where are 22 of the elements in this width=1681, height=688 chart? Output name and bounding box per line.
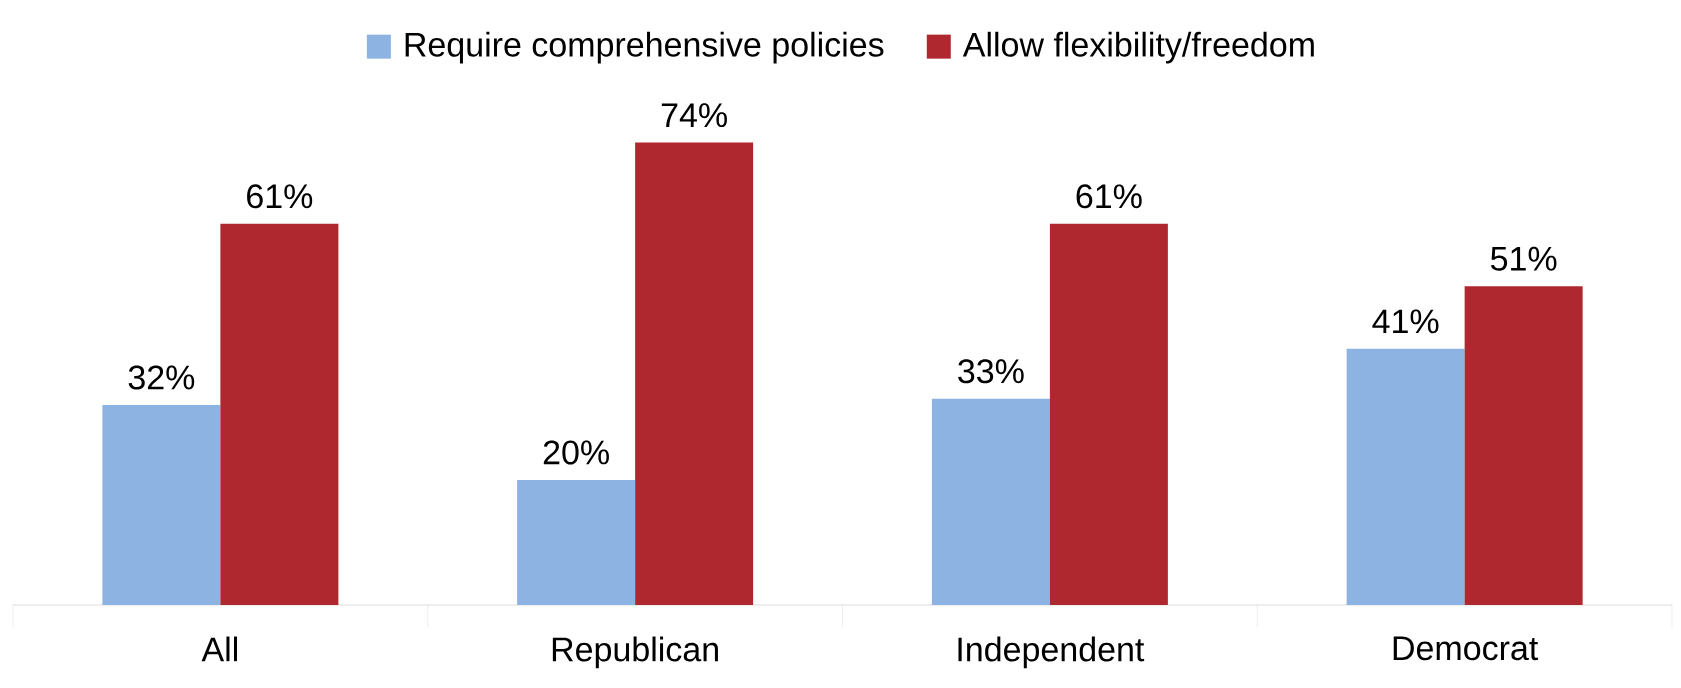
- legend-label: Allow flexibility/freedom: [962, 31, 1314, 64]
- bar: [1464, 286, 1583, 605]
- data-label: 33%: [958, 359, 1024, 384]
- legend-label: Require comprehensive policies: [405, 31, 884, 64]
- data-label: 51%: [1490, 246, 1557, 271]
- bar: [102, 405, 221, 605]
- data-label: 41%: [1372, 309, 1439, 334]
- x-tick-label: Independent: [958, 636, 1145, 669]
- bar: [517, 480, 636, 605]
- bar: [635, 142, 754, 605]
- x-tick-label: Republican: [552, 636, 718, 669]
- x-tick-label: All: [201, 636, 237, 662]
- data-label: 61%: [247, 184, 313, 209]
- x-tick-label: Democrat: [1393, 636, 1539, 661]
- data-label: 61%: [1076, 184, 1142, 209]
- bar: [931, 398, 1050, 605]
- data-label: 32%: [128, 365, 195, 390]
- data-label: 74%: [661, 103, 727, 128]
- bar: [220, 223, 339, 605]
- bar: [1049, 223, 1168, 605]
- data-label: 20%: [543, 440, 609, 465]
- bar: [1346, 348, 1465, 605]
